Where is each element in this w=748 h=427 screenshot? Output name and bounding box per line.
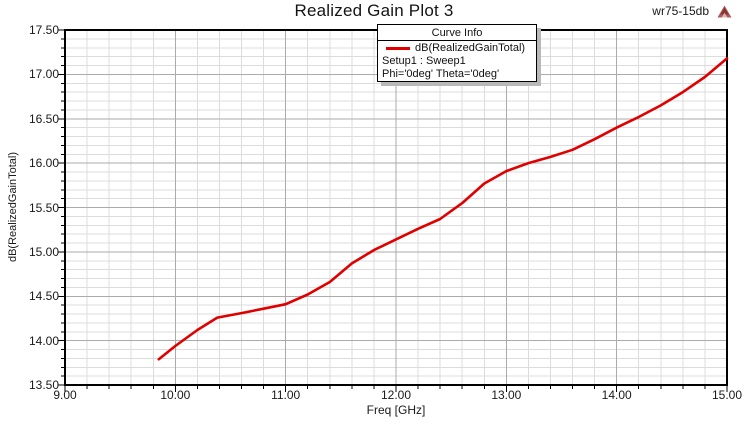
legend-angles-line: Phi='0deg' Theta='0deg' <box>382 68 500 80</box>
y-tick-label: 16.50 <box>28 111 59 126</box>
y-tick-label: 15.50 <box>28 200 59 215</box>
axis-ticks <box>58 29 728 392</box>
y-tick-label: 14.50 <box>28 289 59 304</box>
design-annotation: wr75-15db <box>652 4 732 18</box>
y-axis-title: dB(RealizedGainTotal) <box>7 151 19 263</box>
y-tick-label: 17.50 <box>28 23 59 37</box>
y-tick-label: 17.00 <box>28 67 59 82</box>
x-tick-label: 9.00 <box>53 388 77 402</box>
design-name-label: wr75-15db <box>652 4 709 18</box>
y-tick-label: 13.50 <box>28 378 59 392</box>
legend-entry: dB(RealizedGainTotal) <box>378 41 536 55</box>
red-line-swatch-icon <box>386 47 410 50</box>
legend-box[interactable]: Curve Info dB(RealizedGainTotal) Setup1 … <box>377 24 537 82</box>
x-tick-label: 15.00 <box>711 388 743 402</box>
x-tick-label: 12.00 <box>380 388 412 402</box>
chart-title: Realized Gain Plot 3 <box>294 1 454 20</box>
x-tick-label: 11.00 <box>271 388 301 402</box>
gain-curve[interactable] <box>157 57 729 361</box>
x-tick-label: 10.00 <box>160 388 191 402</box>
legend-title: Curve Info <box>378 25 536 41</box>
x-axis-title: Freq [GHz] <box>366 403 426 417</box>
legend-setup-line: Setup1 : Sweep1 <box>382 55 466 67</box>
x-tick-label: 13.00 <box>491 388 522 402</box>
x-tick-label: 14.00 <box>601 388 632 402</box>
y-tick-label: 14.00 <box>28 333 59 348</box>
ansoft-logo-icon <box>717 5 732 18</box>
y-tick-label: 16.00 <box>28 156 59 171</box>
legend-entry-label: dB(RealizedGainTotal) <box>415 42 526 54</box>
y-tick-label: 15.00 <box>28 244 59 259</box>
